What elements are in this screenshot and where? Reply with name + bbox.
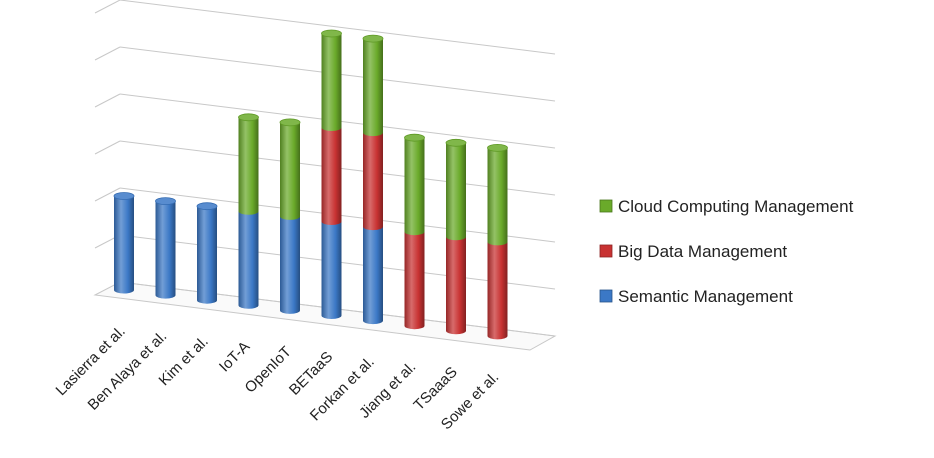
- bar-lasierra-et-al: [113, 192, 135, 294]
- legend-item-cloud-computing-management: Cloud Computing Management: [599, 197, 854, 216]
- legend-label: Cloud Computing Management: [618, 197, 854, 216]
- bar-segment-semantic-management: [363, 226, 383, 325]
- bar-sowe-et-al: [487, 143, 508, 340]
- x-tick-label: IoT-A: [216, 338, 253, 375]
- bar-top-cap: [279, 118, 301, 127]
- bar-segment-big-data-management: [487, 241, 508, 340]
- x-tick-labels: Lasierra et al.Ben Alaya et al.Kim et al…: [53, 323, 503, 433]
- legend-swatch: [599, 199, 613, 213]
- bar-segment-cloud-computing-management: [404, 137, 425, 236]
- bar-iot-a: [238, 113, 259, 309]
- gridline: [119, 0, 556, 55]
- gridline-side: [94, 0, 121, 14]
- bar-tsaaas: [445, 138, 467, 335]
- bar-segment-semantic-management: [321, 221, 342, 319]
- bar-segment-semantic-management: [280, 216, 300, 314]
- legend-item-big-data-management: Big Data Management: [599, 242, 787, 261]
- bars: [113, 29, 508, 340]
- gridline-side: [94, 93, 121, 108]
- gridline-side: [94, 140, 121, 155]
- bar-top-cap: [445, 138, 467, 147]
- x-tick-label: Ben Alaya et al.: [85, 328, 171, 414]
- bar-segment-semantic-management: [155, 201, 176, 299]
- gridline-side: [94, 187, 121, 202]
- legend-label: Semantic Management: [618, 287, 793, 306]
- bar-segment-big-data-management: [321, 127, 342, 226]
- bar-top-cap: [113, 192, 135, 200]
- bar-segment-big-data-management: [446, 236, 466, 335]
- bar-top-cap: [404, 133, 425, 142]
- bar-ben-alaya-et-al: [155, 197, 176, 299]
- bar-segment-semantic-management: [114, 196, 134, 294]
- bar-top-cap: [155, 197, 176, 206]
- legend-swatch: [599, 289, 613, 303]
- bar-kim-et-al: [196, 202, 218, 304]
- bar-forkan-et-al: [362, 34, 384, 325]
- bar-segment-big-data-management: [363, 132, 383, 231]
- legend-label: Big Data Management: [618, 242, 787, 261]
- bar-top-cap: [487, 143, 508, 152]
- bar-top-cap: [196, 202, 218, 211]
- bar-segment-cloud-computing-management: [321, 33, 342, 131]
- bar-segment-cloud-computing-management: [446, 142, 466, 241]
- legend: Cloud Computing Management Big Data Manag…: [599, 197, 854, 306]
- bar-segment-cloud-computing-management: [487, 147, 508, 246]
- bar-top-cap: [362, 34, 384, 43]
- bar-segment-cloud-computing-management: [280, 122, 300, 220]
- gridline-side: [94, 46, 121, 61]
- legend-item-semantic-management: Semantic Management: [599, 287, 793, 306]
- bar-openiot: [279, 118, 301, 314]
- bar-segment-cloud-computing-management: [238, 117, 259, 215]
- bar-segment-semantic-management: [197, 206, 217, 304]
- bar-top-cap: [321, 29, 342, 38]
- legend-swatch: [599, 244, 613, 258]
- bar-top-cap: [238, 113, 259, 122]
- bar-segment-big-data-management: [404, 231, 425, 330]
- bar-segment-cloud-computing-management: [363, 38, 383, 137]
- bar-betaas: [321, 29, 342, 319]
- bar-segment-semantic-management: [238, 211, 259, 309]
- bar-jiang-et-al: [404, 133, 425, 330]
